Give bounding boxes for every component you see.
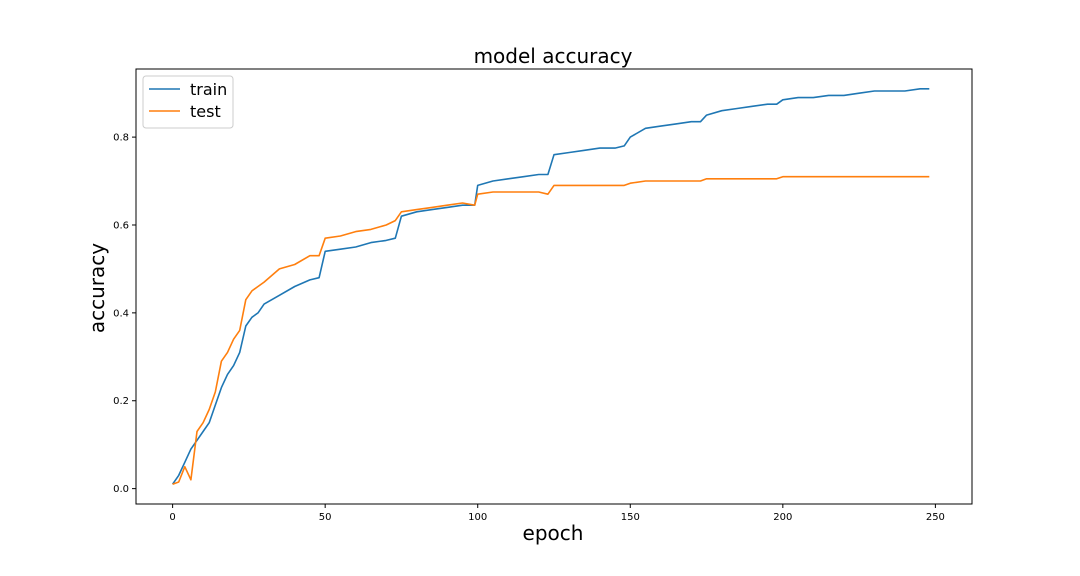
x-tick-label: 50	[319, 512, 332, 523]
x-tick-label: 250	[926, 512, 945, 523]
legend-label-train: train	[190, 80, 227, 99]
x-axis-ticks: 0 50 100 150 200 250	[169, 504, 945, 523]
series-line-test	[172, 175, 930, 485]
y-tick-label: 0.2	[113, 396, 129, 407]
y-axis-ticks: 0.0 0.2 0.4 0.6 0.8	[113, 133, 136, 495]
legend-label-test: test	[190, 102, 221, 121]
y-tick-label: 0.8	[113, 133, 129, 144]
x-tick-label: 200	[773, 512, 792, 523]
x-tick-label: 150	[621, 512, 640, 523]
x-tick-label: 0	[169, 512, 175, 523]
series-line-train	[171, 88, 930, 485]
y-tick-label: 0.4	[113, 308, 129, 319]
x-axis-label: epoch	[523, 521, 584, 545]
x-tick-label: 100	[468, 512, 487, 523]
y-axis-label: accuracy	[85, 243, 109, 333]
plot-frame	[135, 68, 973, 505]
legend: train test	[142, 75, 234, 129]
y-tick-label: 0.6	[113, 220, 129, 231]
series-lines	[171, 88, 930, 485]
y-tick-label: 0.0	[113, 484, 129, 495]
plot-area	[135, 68, 973, 505]
chart-title: model accuracy	[474, 44, 633, 68]
